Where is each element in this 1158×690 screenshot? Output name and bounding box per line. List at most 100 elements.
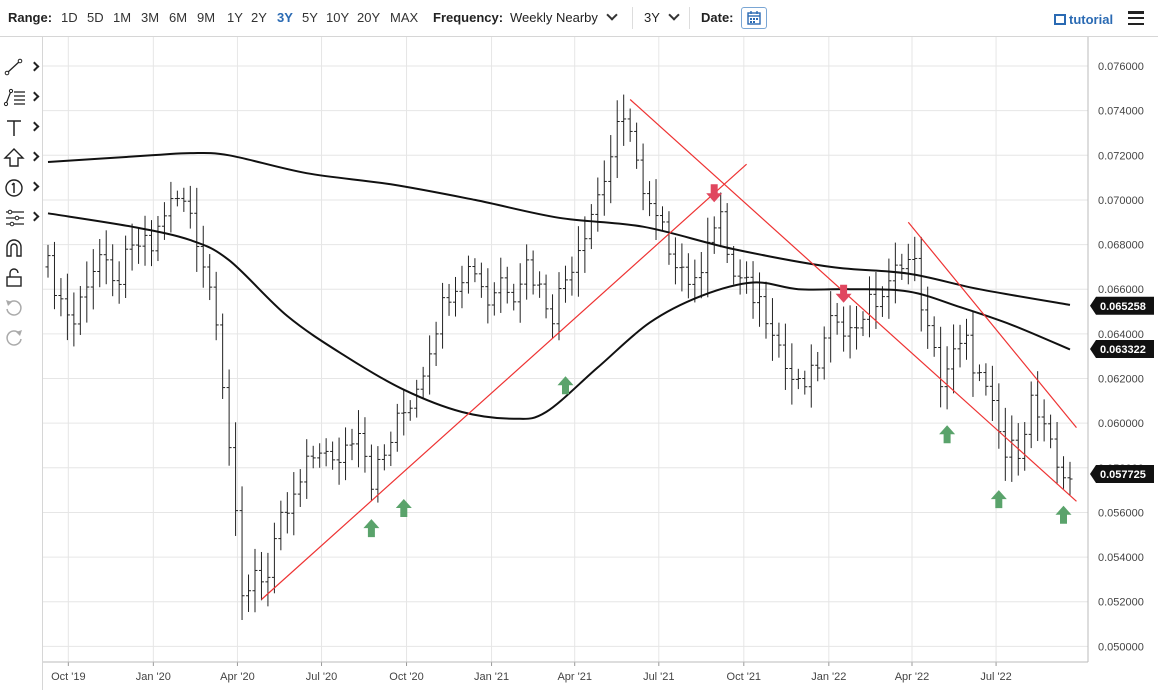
price-bar [847,305,853,359]
y-tick-label: 0.066000 [1098,284,1144,296]
price-bar [440,282,446,349]
price-bar [200,225,206,288]
price-bar [317,443,323,468]
price-bar [886,258,892,319]
fibonacci-icon [3,88,25,107]
range-button-max[interactable]: MAX [390,10,419,25]
range-button-3y[interactable]: 3Y [277,10,293,25]
lock-tool[interactable] [3,267,39,289]
price-bar [737,259,743,295]
price-bar [284,492,290,534]
price-bar [271,522,277,594]
price-bar [685,253,691,299]
x-tick-label: Jul '21 [643,671,674,683]
price-bar [136,227,142,264]
price-bar [828,291,834,363]
price-bar [51,241,57,310]
price-bar [64,273,70,341]
range-button-6m[interactable]: 6M [169,10,188,25]
price-bar [640,143,646,211]
chart-grid [43,37,1088,662]
range-button-5y[interactable]: 5Y [302,10,318,25]
price-bar [491,282,497,316]
drawing-tools-sidebar [0,37,43,690]
range-button-1m[interactable]: 1M [113,10,132,25]
plot-area [43,37,1088,662]
chart-toolbar: Range: 1D 5D 1M 3M 6M 9M 1Y 2Y 3Y 5Y 10Y 20Y MAX Fre… [0,0,1158,37]
price-bar [511,283,517,311]
price-bar [407,400,413,421]
price-bar [239,486,245,620]
x-tick-label: Oct '21 [727,671,762,683]
price-bar [1054,422,1060,485]
price-bar [854,306,860,350]
moving-average-line-1 [47,151,1071,306]
line-tool[interactable] [3,57,40,79]
redo-tool[interactable] [3,327,39,349]
price-bar [879,286,885,317]
price-bar [679,243,685,292]
price-bar [808,344,814,408]
price-bar [453,276,459,317]
range-button-9m[interactable]: 9M [197,10,216,25]
price-bar [724,203,730,264]
range-button-20y[interactable]: 20Y [357,10,381,25]
range-button-5d[interactable]: 5D [87,10,104,25]
price-bar [647,181,653,217]
trendline-2 [629,99,1077,502]
arrow-up-icon [3,148,25,167]
price-bar [795,368,801,390]
counter-tool[interactable] [3,177,40,199]
range-button-1y[interactable]: 1Y [227,10,243,25]
magnet-tool[interactable] [3,237,39,259]
text-tool[interactable] [3,117,40,139]
frequency-select[interactable]: Weekly Nearby [510,9,618,26]
price-bar [504,266,510,304]
range-button-3m[interactable]: 3M [141,10,160,25]
undo-tool[interactable] [3,297,39,319]
measure-tool[interactable] [3,207,40,229]
price-tag-label: 0.063322 [1100,344,1146,356]
moving-average-line-2 [47,212,1071,420]
film-icon [1054,14,1066,25]
x-tick-label: Apr '22 [895,671,930,683]
price-bar [58,278,64,317]
redo-icon [6,330,22,346]
y-tick-label: 0.074000 [1098,106,1144,118]
price-bar [672,237,678,285]
calendar-button[interactable] [741,7,767,29]
price-bar [601,160,607,216]
price-bar [1067,461,1073,495]
axes: 0.0500000.0520000.0540000.0560000.058000… [43,37,1154,683]
price-bar [258,551,264,601]
x-tick-label: Jan '20 [136,671,171,683]
toolbar-divider [689,7,690,29]
menu-icon[interactable] [1128,11,1144,26]
period-select[interactable]: 3Y [644,9,680,26]
range-button-10y[interactable]: 10Y [326,10,350,25]
price-bar [142,215,148,266]
range-label: Range: [8,10,53,25]
price-bar [1009,415,1015,482]
price-bar [860,311,866,337]
price-tag: 0.063322 [1090,340,1154,359]
price-bar [731,245,737,285]
x-tick-label: Jan '22 [811,671,846,683]
price-bar [472,258,478,283]
range-button-2y[interactable]: 2Y [251,10,267,25]
price-bar [543,274,549,319]
price-bar [938,326,944,408]
arrow-up-icon [990,490,1007,509]
price-bars [45,94,1073,620]
period-value: 3Y [644,10,660,25]
range-button-1d[interactable]: 1D [61,10,78,25]
price-bar [621,94,627,146]
price-bar [550,294,556,339]
price-bar [627,108,633,142]
arrow-tool[interactable] [3,147,40,169]
price-bar [562,265,568,303]
price-bar [634,122,640,169]
price-bar [498,257,504,313]
fibonacci-tool[interactable] [3,87,40,109]
